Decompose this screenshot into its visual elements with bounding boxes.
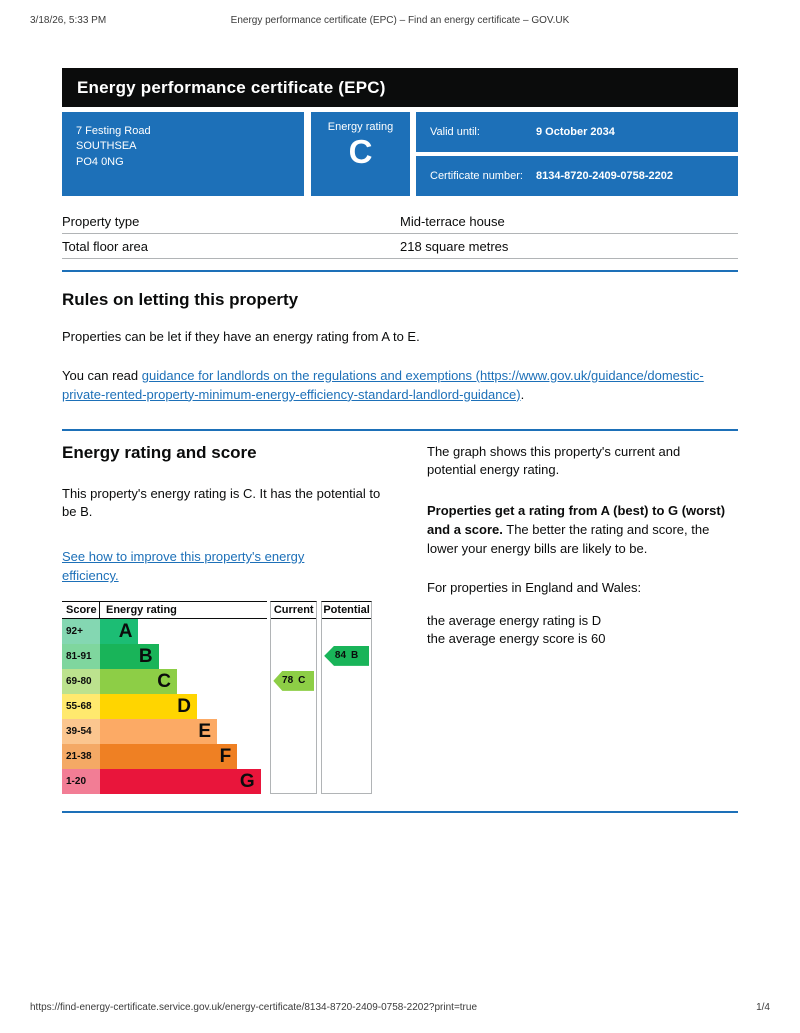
page-title: Energy performance certificate (EPC) (77, 77, 386, 97)
address-line-2: SOUTHSEA (76, 140, 137, 153)
band-score-range: 1-20 (62, 768, 100, 794)
average-score-line: the average energy score is 60 (427, 631, 606, 647)
band-letter: G (239, 770, 255, 792)
rating-section-right: The graph shows this property's current … (427, 443, 738, 794)
epc-band-row: 92+ A (62, 618, 267, 644)
section-divider (62, 810, 738, 813)
valid-until-value: 9 October 2034 (536, 126, 615, 138)
potential-score: 84 (334, 650, 347, 662)
address-line-1: 7 Festing Road (76, 125, 151, 137)
certificate-number-row: Certificate number: 8134-8720-2409-0758-… (416, 156, 738, 196)
current-score: 78 (282, 675, 294, 687)
certificate-number-label: Certificate number: (430, 170, 523, 182)
rules-link-suffix: . (520, 386, 525, 402)
rules-paragraph: Properties can be let if they have an en… (62, 329, 420, 344)
rating-explanation-bold: Properties get a rating from A (best) to… (427, 503, 726, 538)
certificate-page: Energy performance certificate (EPC) 7 F… (62, 68, 738, 813)
print-header-datetime: 3/18/26, 5:33 PM (30, 15, 107, 26)
band-score-range: 39-54 (62, 718, 100, 744)
epc-band-row: 1-20 G (62, 768, 267, 794)
rating-explanation-rest: The better the rating and score, the low… (427, 522, 710, 556)
band-bar-d: D (100, 693, 198, 719)
band-bar-a: A (100, 618, 139, 644)
potential-rating-letter: B (351, 650, 359, 662)
epc-band-table: Score Energy rating 92+ A 81-91 B 69-80 C 55-6… (62, 600, 268, 794)
band-letter: F (219, 745, 232, 767)
section-divider (62, 270, 738, 272)
energy-rating-column-header: Energy rating (106, 603, 177, 616)
band-bar-b: B (100, 643, 159, 669)
epc-band-row: 21-38 F (62, 743, 267, 769)
print-footer-page-indicator: 1/4 (756, 1002, 770, 1013)
band-score-range: 92+ (62, 618, 100, 644)
certificate-summary: 7 Festing Road SOUTHSEA PO4 0NG Energy r… (62, 112, 738, 196)
epc-band-table-body: 92+ A 81-91 B 69-80 C 55-68 D 39-54 E 21-38 F 1-20 G (62, 618, 267, 794)
certificate-number-value: 8134-8720-2409-0758-2202 (536, 170, 674, 182)
score-column-header: Score (62, 601, 100, 618)
rules-section-heading: Rules on letting this property (62, 290, 299, 309)
epc-banner: Energy performance certificate (EPC) (62, 68, 738, 107)
band-letter: E (198, 720, 212, 742)
epc-band-row: 69-80 C (62, 668, 267, 694)
averages-paragraph: the average energy rating is D the averag… (427, 612, 738, 650)
energy-rating-value: C (348, 133, 373, 170)
rating-section: Energy rating and score This property's … (62, 443, 738, 794)
rating-section-left: Energy rating and score This property's … (62, 443, 392, 794)
floor-area-value: 218 square metres (400, 238, 509, 254)
epc-current-column: Current 78 C (270, 600, 318, 794)
england-wales-paragraph: For properties in England and Wales: (427, 579, 642, 595)
epc-band-row: 39-54 E (62, 718, 267, 744)
band-score-range: 55-68 (62, 693, 100, 719)
band-score-range: 69-80 (62, 668, 100, 694)
rules-link-prefix: You can read (62, 367, 142, 383)
current-column-header: Current (271, 602, 317, 619)
graph-description-paragraph: The graph shows this property's current … (427, 443, 681, 478)
band-letter: C (157, 670, 171, 692)
epc-band-row: 81-91 B (62, 643, 267, 669)
address-box: 7 Festing Road SOUTHSEA PO4 0NG (62, 112, 304, 196)
epc-chart: Score Energy rating 92+ A 81-91 B 69-80 C 55-6… (62, 600, 372, 794)
valid-until-label: Valid until: (430, 126, 480, 138)
rules-link-paragraph: You can read guidance for landlords on t… (62, 367, 722, 405)
potential-rating-arrow: 84 B (324, 645, 369, 666)
address-line-3: PO4 0NG (76, 155, 124, 168)
energy-rating-label: Energy rating (327, 121, 394, 133)
rating-section-heading: Energy rating and score (62, 442, 257, 462)
print-footer: https://find-energy-certificate.service.… (30, 1002, 770, 1013)
energy-rating-box: Energy rating C (311, 112, 410, 196)
band-bar-g: G (100, 768, 261, 794)
validity-column: Valid until: 9 October 2034 Certificate … (416, 112, 738, 196)
band-score-range: 81-91 (62, 643, 100, 669)
band-letter: D (177, 695, 192, 717)
band-score-range: 21-38 (62, 743, 100, 769)
current-rating-arrow: 78 C (273, 670, 315, 691)
band-bar-f: F (100, 743, 238, 769)
print-header-title: Energy performance certificate (EPC) – F… (230, 15, 570, 26)
floor-area-label: Total floor area (62, 238, 148, 254)
property-type-value: Mid-terrace house (400, 213, 505, 229)
section-divider (62, 428, 738, 431)
improve-efficiency-link[interactable]: See how to improve this property's energ… (62, 549, 305, 584)
property-details-table: Property type Mid-terrace house Total fl… (62, 209, 738, 259)
band-letter: A (118, 620, 133, 642)
epc-potential-column: Potential 84 B (321, 600, 372, 794)
epc-band-row: 55-68 D (62, 693, 267, 719)
current-rating-letter: C (298, 675, 306, 687)
print-footer-url: https://find-energy-certificate.service.… (30, 1002, 478, 1013)
band-letter: B (138, 645, 153, 667)
rating-explanation-paragraph: Properties get a rating from A (best) to… (427, 502, 738, 559)
table-row: Total floor area 218 square metres (62, 234, 738, 259)
landlord-guidance-link[interactable]: guidance for landlords on the regulation… (62, 367, 704, 402)
average-rating-line: the average energy rating is D (427, 612, 602, 628)
band-bar-c: C (100, 668, 177, 694)
band-bar-e: E (100, 718, 218, 744)
rating-summary-paragraph: This property's energy rating is C. It h… (62, 485, 381, 520)
table-row: Property type Mid-terrace house (62, 209, 738, 234)
potential-column-header: Potential (322, 602, 371, 619)
epc-chart-header: Score Energy rating (62, 600, 268, 619)
print-header: Energy performance certificate (EPC) – F… (30, 15, 770, 26)
property-type-label: Property type (62, 213, 140, 229)
valid-until-row: Valid until: 9 October 2034 (416, 112, 738, 152)
